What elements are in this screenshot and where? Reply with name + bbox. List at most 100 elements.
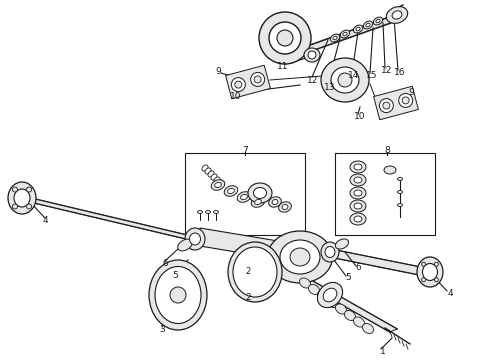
Text: 12: 12 [381,66,392,75]
Ellipse shape [323,288,337,302]
Ellipse shape [308,51,316,59]
Ellipse shape [336,304,346,314]
Ellipse shape [397,203,402,207]
Ellipse shape [343,32,347,36]
Ellipse shape [227,188,234,194]
Ellipse shape [211,180,225,190]
Ellipse shape [353,317,365,327]
Ellipse shape [363,21,373,29]
Ellipse shape [335,239,348,249]
Circle shape [421,262,426,266]
Ellipse shape [259,12,311,64]
Ellipse shape [376,19,380,23]
Ellipse shape [399,93,413,107]
Ellipse shape [269,197,281,207]
Ellipse shape [205,168,211,174]
Ellipse shape [215,183,221,188]
Polygon shape [22,196,195,241]
Circle shape [26,204,31,209]
Text: 1: 1 [380,347,386,356]
Text: 10: 10 [230,91,242,100]
Ellipse shape [417,257,443,287]
Ellipse shape [356,27,360,31]
Ellipse shape [354,177,362,183]
Ellipse shape [290,248,310,266]
Ellipse shape [354,164,362,170]
Ellipse shape [350,187,366,199]
Circle shape [12,204,18,209]
Ellipse shape [350,213,366,225]
Ellipse shape [402,97,409,104]
Ellipse shape [254,76,261,83]
Text: 6: 6 [355,264,361,273]
Bar [335,153,435,235]
Text: 16: 16 [394,68,406,77]
Ellipse shape [217,180,223,186]
Ellipse shape [237,192,251,202]
Ellipse shape [211,174,217,180]
Circle shape [170,287,186,303]
Ellipse shape [277,30,293,46]
Ellipse shape [333,36,337,40]
Ellipse shape [231,78,245,91]
Ellipse shape [350,174,366,186]
Text: 11: 11 [277,62,289,71]
Ellipse shape [354,190,362,196]
Ellipse shape [251,197,265,207]
Polygon shape [200,228,320,266]
Text: 7: 7 [242,145,248,154]
Circle shape [12,187,18,192]
Ellipse shape [190,233,200,245]
Polygon shape [295,275,397,332]
Ellipse shape [299,278,311,288]
Ellipse shape [272,199,278,204]
Text: 9: 9 [215,67,221,76]
Ellipse shape [331,67,359,93]
Ellipse shape [255,199,261,204]
Circle shape [434,262,439,266]
Text: 3: 3 [159,325,165,334]
Ellipse shape [185,228,205,250]
Ellipse shape [304,48,320,62]
Text: 13: 13 [324,82,336,91]
Ellipse shape [353,25,363,33]
Circle shape [26,187,31,192]
Ellipse shape [280,240,320,274]
Text: 4: 4 [447,288,453,297]
Ellipse shape [268,231,333,283]
Ellipse shape [379,99,393,113]
Circle shape [434,278,439,282]
Ellipse shape [235,81,242,88]
Ellipse shape [269,22,301,54]
Ellipse shape [197,211,202,213]
Ellipse shape [363,323,373,334]
Text: 2: 2 [245,267,250,276]
Ellipse shape [233,247,277,297]
Ellipse shape [383,102,390,109]
Ellipse shape [344,310,356,320]
Ellipse shape [318,291,329,301]
Ellipse shape [14,189,30,207]
Ellipse shape [386,6,408,23]
Ellipse shape [397,177,402,180]
Ellipse shape [341,30,350,38]
Ellipse shape [318,282,343,307]
Text: 2: 2 [245,292,251,302]
Ellipse shape [149,260,207,330]
Ellipse shape [338,73,352,87]
Ellipse shape [253,188,267,198]
Ellipse shape [325,247,335,257]
Ellipse shape [397,190,402,194]
Text: 8: 8 [384,145,390,154]
Text: 5: 5 [345,274,351,283]
Text: 9: 9 [408,87,414,96]
Ellipse shape [248,183,272,203]
Ellipse shape [354,203,362,209]
Ellipse shape [422,264,438,280]
Bar [185,153,305,235]
Ellipse shape [384,166,396,174]
Text: 6: 6 [162,258,168,267]
Ellipse shape [354,216,362,222]
Ellipse shape [330,34,340,42]
Ellipse shape [178,239,193,251]
